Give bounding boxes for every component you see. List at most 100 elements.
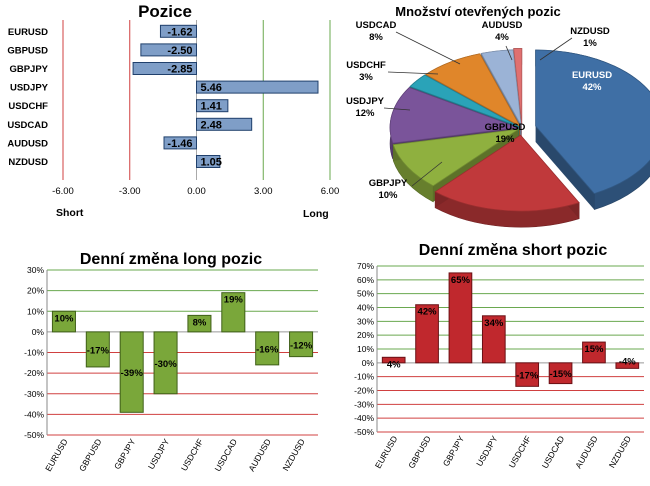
long-value-label: -17% — [87, 345, 110, 356]
long-ytick-label: -30% — [24, 389, 44, 399]
short-bar — [381, 356, 406, 364]
pie-value-label: 10% — [378, 190, 398, 201]
pozice-category-label: GBPUSD — [7, 45, 48, 56]
pie-value-label: 19% — [495, 134, 515, 145]
pozice-xtick-label: -6.00 — [52, 186, 74, 197]
long-value-label: -30% — [154, 359, 177, 370]
short-ytick-label: 70% — [357, 261, 374, 271]
pozice-xtick-label: 6.00 — [321, 186, 340, 197]
long-ytick-label: 20% — [27, 286, 44, 296]
pie-value-label: 42% — [582, 82, 602, 93]
long-bar — [51, 310, 76, 333]
pie-leader-line — [383, 107, 411, 111]
short-category-label: EURUSD — [373, 434, 400, 470]
pozice-bar — [196, 117, 253, 131]
pie-value-label: 12% — [355, 108, 375, 119]
long-ytick-label: -40% — [24, 409, 44, 419]
long-category-label: GBPUSD — [77, 437, 104, 473]
pozice-bar — [196, 80, 319, 94]
pie-value-label: 3% — [359, 72, 373, 83]
short-ytick-label: 60% — [357, 275, 374, 285]
pie-category-label: USDCAD — [356, 20, 397, 31]
long-bar — [85, 331, 110, 368]
long-category-label: AUDUSD — [246, 437, 273, 473]
pie-category-label: AUDUSD — [482, 20, 523, 31]
short-bar — [481, 315, 506, 364]
pie-slice — [434, 134, 580, 212]
short-ytick-label: 20% — [357, 330, 374, 340]
short-ytick-label: 40% — [357, 303, 374, 313]
pie-category-label: NZDUSD — [570, 26, 610, 37]
long-bar — [153, 331, 178, 395]
short-bar — [515, 362, 540, 387]
pozice-value-label: -1.46 — [167, 138, 192, 150]
long-ytick-label: -10% — [24, 348, 44, 358]
short-value-label: 15% — [584, 344, 604, 355]
pozice-category-label: EURUSD — [8, 27, 48, 38]
pozice-bar — [159, 24, 197, 38]
short-category-label: USDCAD — [540, 434, 567, 470]
short-category-label: USDCHF — [507, 434, 533, 470]
pozice-value-label: 2.48 — [201, 119, 222, 131]
pozice-category-label: AUDUSD — [7, 138, 48, 149]
long-category-label: NZDUSD — [280, 437, 306, 473]
long-ytick-label: 0% — [32, 327, 45, 337]
short-category-label: GBPUSD — [406, 434, 433, 470]
pozice-title: Pozice — [138, 2, 192, 21]
short-value-label: -17% — [516, 371, 539, 382]
pie-category-label: USDCHF — [346, 60, 386, 71]
short-value-label: 42% — [418, 307, 438, 318]
short-value-label: -4% — [619, 356, 636, 367]
pie-leader-line — [539, 37, 573, 61]
pozice-value-label: -2.85 — [167, 64, 192, 76]
pie-leader-line — [411, 161, 443, 187]
pozice-value-label: -2.50 — [167, 45, 192, 57]
pie-slice — [392, 128, 519, 187]
pozice-value-label: 5.46 — [201, 82, 222, 94]
pie-value-label: 4% — [495, 32, 509, 43]
pozice-value-label: 1.05 — [201, 157, 222, 169]
pie-slice — [535, 49, 650, 195]
short-bar — [448, 272, 473, 364]
pie-category-label: USDJPY — [346, 96, 385, 107]
pozice-xtick-label: 3.00 — [254, 186, 273, 197]
short-bar — [582, 341, 606, 364]
short-bar — [415, 304, 439, 364]
short-category-label: NZDUSD — [607, 434, 633, 470]
short-bar — [548, 362, 573, 385]
long-ytick-label: 30% — [27, 265, 44, 275]
pozice-bar — [132, 62, 197, 75]
pozice-category-label: USDJPY — [10, 83, 49, 94]
long-category-label: USDCHF — [179, 437, 205, 473]
short-category-label: USDJPY — [474, 434, 500, 468]
pie-leader-line — [387, 71, 439, 75]
pie-slice — [480, 49, 522, 126]
short-ytick-label: -40% — [354, 413, 374, 423]
long-category-label: USDCAD — [212, 437, 239, 473]
long-bar — [187, 314, 212, 333]
short-label: Short — [56, 207, 84, 219]
pie-leader-line — [395, 31, 461, 65]
pie-category-label: GBPUSD — [485, 122, 526, 133]
pie-slice — [409, 74, 520, 127]
pie-title: Množství otevřených pozic — [395, 4, 560, 19]
pozice-bar — [140, 43, 197, 57]
short-category-label: GBPJPY — [441, 434, 467, 468]
short-ytick-label: 30% — [357, 316, 374, 326]
short-value-label: 65% — [451, 275, 471, 286]
pie-slice — [425, 53, 521, 127]
long-value-label: -16% — [256, 344, 279, 355]
short-value-label: 34% — [484, 318, 504, 329]
long-value-label: 10% — [54, 313, 74, 324]
short-value-label: 4% — [387, 359, 401, 370]
pie-leader-line — [505, 45, 513, 61]
pie-category-label: GBPJPY — [369, 178, 408, 189]
short-category-label: AUDUSD — [573, 434, 600, 470]
long-ytick-label: -20% — [24, 368, 44, 378]
long-bar — [289, 331, 314, 358]
long-bar — [119, 331, 144, 413]
pozice-xtick-label: 0.00 — [187, 186, 206, 197]
pie-slice — [513, 48, 523, 125]
short-ytick-label: 50% — [357, 289, 374, 299]
